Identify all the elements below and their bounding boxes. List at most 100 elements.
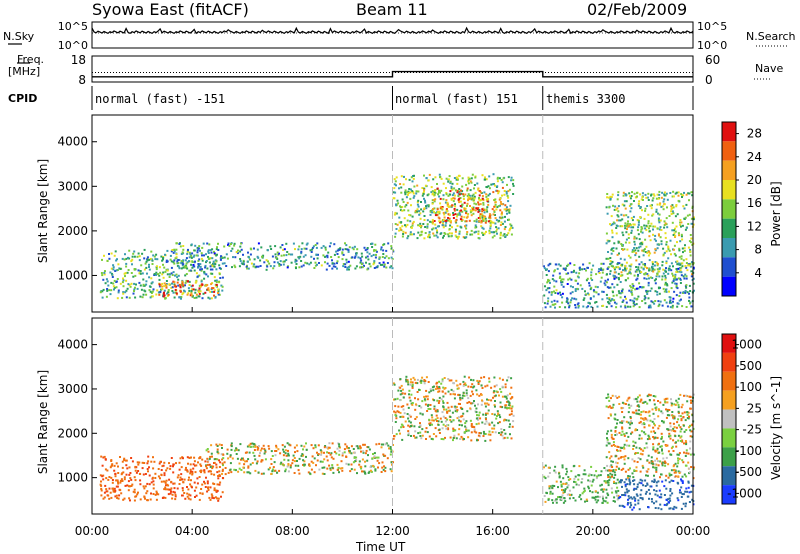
power-echo-cell (201, 268, 203, 271)
velocity-echo-cell (390, 449, 393, 452)
power-echo-cell (149, 296, 152, 299)
velocity-echo-cell (352, 461, 355, 464)
velocity-echo-cell (444, 436, 446, 439)
velocity-echo-cell (641, 453, 644, 456)
velocity-echo-cell (500, 428, 503, 431)
power-echo-cell (471, 173, 474, 176)
velocity-echo-cell (647, 434, 650, 437)
power-echo-cell (453, 194, 456, 197)
velocity-echo-cell (510, 413, 513, 416)
velocity-echo-cell (198, 476, 201, 478)
velocity-echo-cell (284, 468, 287, 471)
freq-series-line (92, 70, 693, 78)
power-echo-cell (606, 297, 609, 300)
velocity-echo-cell (614, 430, 617, 432)
power-echo-cell (495, 208, 498, 211)
velocity-echo-cell (154, 472, 157, 475)
power-echo-cell (122, 285, 125, 288)
velocity-echo-cell (277, 448, 280, 451)
velocity-echo-cell (399, 432, 401, 435)
power-echo-cell (647, 220, 650, 223)
velocity-echo-cell (402, 405, 405, 408)
power-echo-cell (498, 219, 501, 222)
power-echo-cell (313, 267, 316, 269)
power-echo-cell (333, 243, 336, 246)
velocity-echo-cell (504, 406, 507, 409)
velocity-echo-cell (643, 447, 646, 450)
power-echo-cell (456, 182, 459, 185)
power-echo-cell (121, 257, 124, 260)
velocity-echo-cell (648, 437, 651, 440)
velocity-echo-cell (635, 493, 638, 496)
power-echo-cell (553, 279, 556, 282)
velocity-echo-cell (469, 402, 472, 405)
velocity-echo-cell (580, 498, 583, 501)
velocity-echo-cell (222, 457, 225, 460)
velocity-echo-cell (493, 404, 496, 407)
power-echo-cell (610, 248, 613, 251)
velocity-echo-cell (411, 403, 414, 406)
velocity-echo-cell (188, 476, 190, 479)
power-echo-cell (178, 267, 181, 270)
velocity-echo-cell (609, 413, 612, 416)
power-echo-cell (486, 198, 489, 200)
power-echo-cell (372, 254, 375, 256)
velocity-echo-cell (102, 456, 105, 459)
velocity-echo-cell (481, 421, 484, 424)
velocity-echo-cell (216, 483, 219, 486)
velocity-echo-cell (448, 379, 451, 382)
velocity-echo-cell (307, 471, 310, 474)
velocity-echo-cell (646, 438, 649, 441)
velocity-echo-cell (410, 425, 412, 428)
velocity-echo-cell (685, 441, 688, 444)
power-echo-cell (656, 272, 659, 275)
power-echo-cell (461, 210, 464, 213)
velocity-echo-cell (674, 475, 677, 478)
velocity-echo-cell (630, 420, 633, 423)
velocity-echo-cell (504, 386, 507, 389)
power-echo-cell (409, 231, 412, 234)
power-echo-cell (178, 296, 181, 299)
velocity-echo-cell (689, 396, 692, 398)
power-echo-cell (180, 262, 183, 265)
power-echo-cell (311, 246, 314, 249)
power-echo-cell (257, 242, 260, 245)
power-echo-cell (203, 272, 206, 275)
power-echo-cell (506, 212, 508, 215)
power-echo-cell (688, 240, 691, 243)
power-echo-cell (504, 235, 507, 238)
power-echo-cell (449, 221, 452, 224)
velocity-echo-cell (399, 415, 402, 418)
power-echo-cell (136, 255, 139, 258)
velocity-echo-cell (431, 386, 434, 389)
power-echo-cell (637, 295, 640, 298)
power-echo-cell (326, 256, 329, 259)
velocity-echo-cell (243, 471, 246, 474)
power-echo-cell (625, 224, 628, 227)
velocity-echo-cell (236, 457, 239, 460)
velocity-echo-cell (648, 461, 651, 464)
power-echo-cell (675, 294, 678, 297)
power-echo-cell (589, 297, 592, 300)
velocity-echo-cell (407, 383, 410, 386)
power-echo-cell (654, 234, 657, 237)
velocity-echo-cell (406, 380, 409, 383)
power-echo-cell (692, 262, 695, 265)
velocity-echo-cell (153, 460, 156, 463)
velocity-echo-cell (186, 456, 189, 459)
velocity-echo-cell (123, 457, 126, 460)
power-echo-cell (552, 274, 555, 277)
power-echo-cell (398, 216, 401, 219)
power-echo-cell (567, 263, 570, 266)
power-echo-cell (291, 253, 294, 256)
power-echo-cell (480, 219, 483, 222)
velocity-echo-cell (328, 446, 331, 449)
power-echo-cell (641, 243, 644, 246)
cpid-label: CPID (8, 92, 38, 105)
power-echo-cell (663, 226, 666, 229)
power-echo-cell (215, 254, 218, 257)
power-echo-cell (606, 212, 609, 215)
velocity-echo-cell (665, 504, 668, 507)
power-echo-cell (457, 235, 460, 238)
power-echo-cell (609, 263, 612, 266)
